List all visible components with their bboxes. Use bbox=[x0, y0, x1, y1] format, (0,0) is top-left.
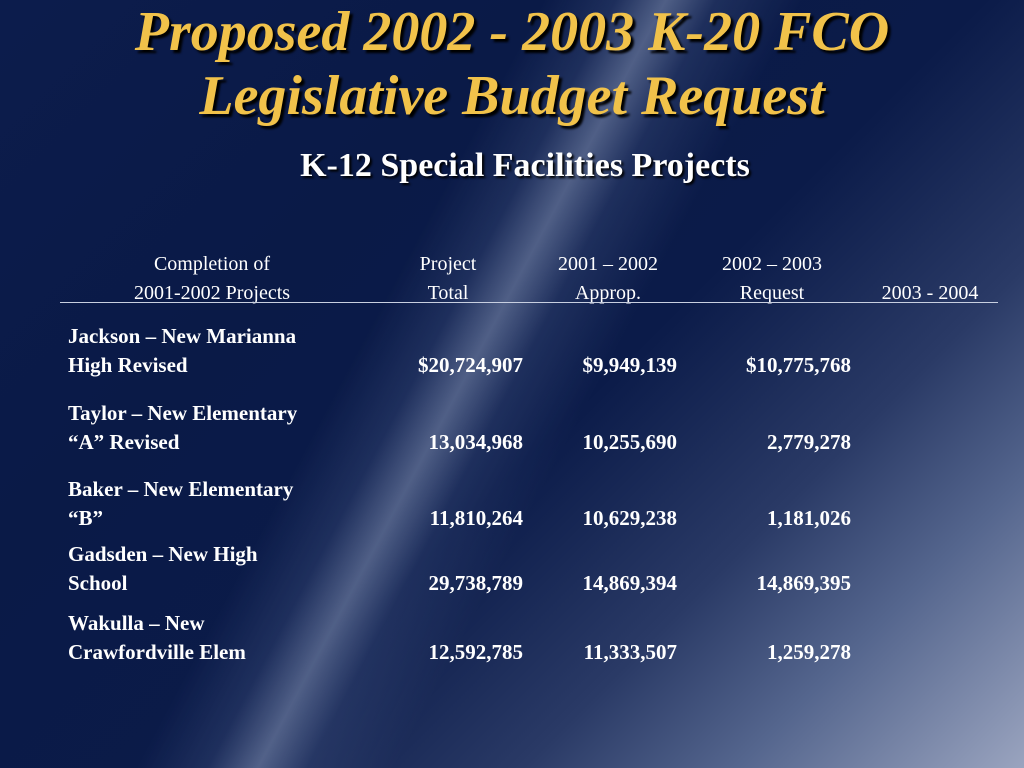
row-4-name-line-2: School bbox=[68, 571, 128, 595]
row-2-name-line-2: “A” Revised bbox=[68, 430, 180, 454]
row-3-name-line-2: “B” bbox=[68, 506, 104, 530]
row-4-name-line-1: Gadsden – New High bbox=[68, 542, 258, 566]
subtitle: K-12 Special Facilities Projects bbox=[300, 147, 750, 184]
header-2003-2004-line-2: 2003 - 2004 bbox=[881, 282, 979, 304]
row-1-name-line-1: Jackson – New Marianna bbox=[68, 324, 297, 348]
header-2003-2004: 2003 - 2004 bbox=[860, 250, 1000, 308]
row-3-total: 11,810,264 bbox=[429, 506, 523, 530]
row-1-request: $10,775,768 bbox=[746, 353, 851, 377]
header-request: 2002 – 2003 Request bbox=[702, 250, 842, 308]
row-1-approp: $9,949,139 bbox=[582, 353, 678, 377]
row-5-total: 12,592,785 bbox=[428, 640, 524, 664]
title-line-1: Proposed 2002 - 2003 K-20 FCO bbox=[134, 1, 890, 63]
row-4-request: 14,869,395 bbox=[756, 571, 852, 595]
row-2-total: 13,034,968 bbox=[428, 430, 524, 454]
header-projects-line-1: Completion of bbox=[153, 253, 271, 275]
row-1-name-line-2: High Revised bbox=[68, 353, 188, 377]
row-3-request: 1,181,026 bbox=[767, 506, 851, 530]
header-approp: 2001 – 2002 Approp. bbox=[538, 250, 678, 308]
header-projects: Completion of 2001-2002 Projects bbox=[92, 250, 332, 308]
title-line-2: Legislative Budget Request bbox=[199, 65, 825, 127]
row-2-name-line-1: Taylor – New Elementary bbox=[68, 401, 298, 425]
row-3-name-line-1: Baker – New Elementary bbox=[68, 477, 294, 501]
header-divider bbox=[60, 302, 998, 303]
header-projects-line-2: 2001-2002 Projects bbox=[133, 282, 291, 304]
row-4-total: 29,738,789 bbox=[428, 571, 524, 595]
row-4-approp: 14,869,394 bbox=[582, 571, 678, 595]
header-2003-2004-line-1 bbox=[860, 250, 1000, 279]
header-approp-line-1: 2001 – 2002 bbox=[558, 253, 658, 275]
row-3-approp: 10,629,238 bbox=[582, 506, 678, 530]
header-project-total-line-2: Total bbox=[427, 282, 469, 304]
header-project-total-line-1: Project bbox=[419, 253, 477, 275]
row-5-name-line-1: Wakulla – New bbox=[68, 611, 205, 635]
header-approp-line-2: Approp. bbox=[574, 282, 642, 304]
row-5-approp: 11,333,507 bbox=[583, 640, 677, 664]
row-5-name-line-2: Crawfordville Elem bbox=[68, 640, 246, 664]
header-request-line-2: Request bbox=[739, 282, 805, 304]
header-project-total: Project Total bbox=[388, 250, 508, 308]
row-5-request: 1,259,278 bbox=[767, 640, 851, 664]
row-1-total: $20,724,907 bbox=[418, 353, 523, 377]
row-2-approp: 10,255,690 bbox=[582, 430, 678, 454]
row-2-request: 2,779,278 bbox=[767, 430, 851, 454]
header-request-line-1: 2002 – 2003 bbox=[722, 253, 822, 275]
